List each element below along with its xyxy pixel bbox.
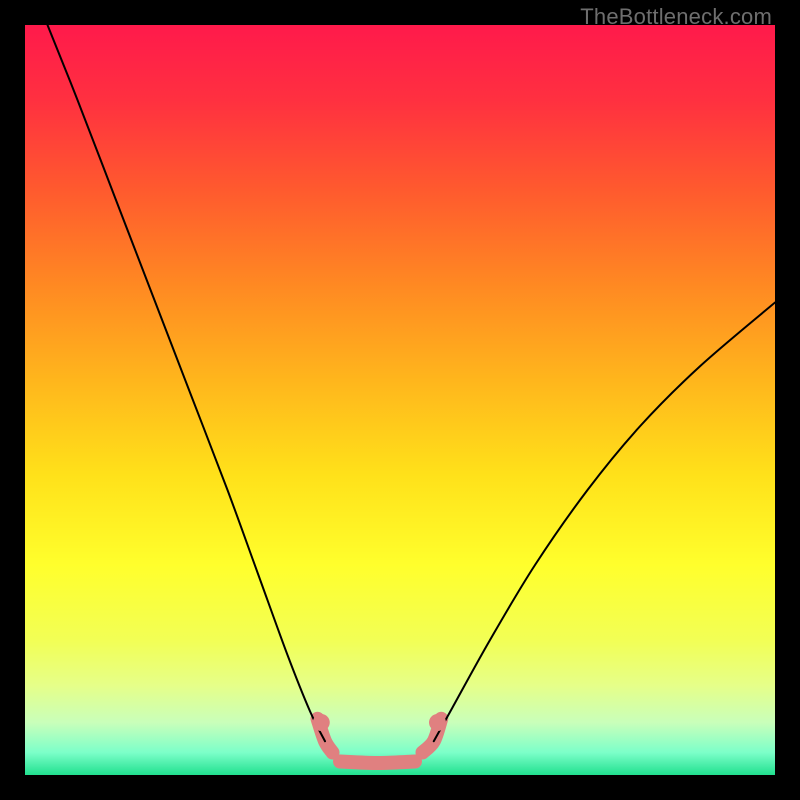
chart-plot-area: [25, 25, 775, 775]
chart-gradient-background: [25, 25, 775, 775]
watermark-text: TheBottleneck.com: [580, 4, 772, 30]
